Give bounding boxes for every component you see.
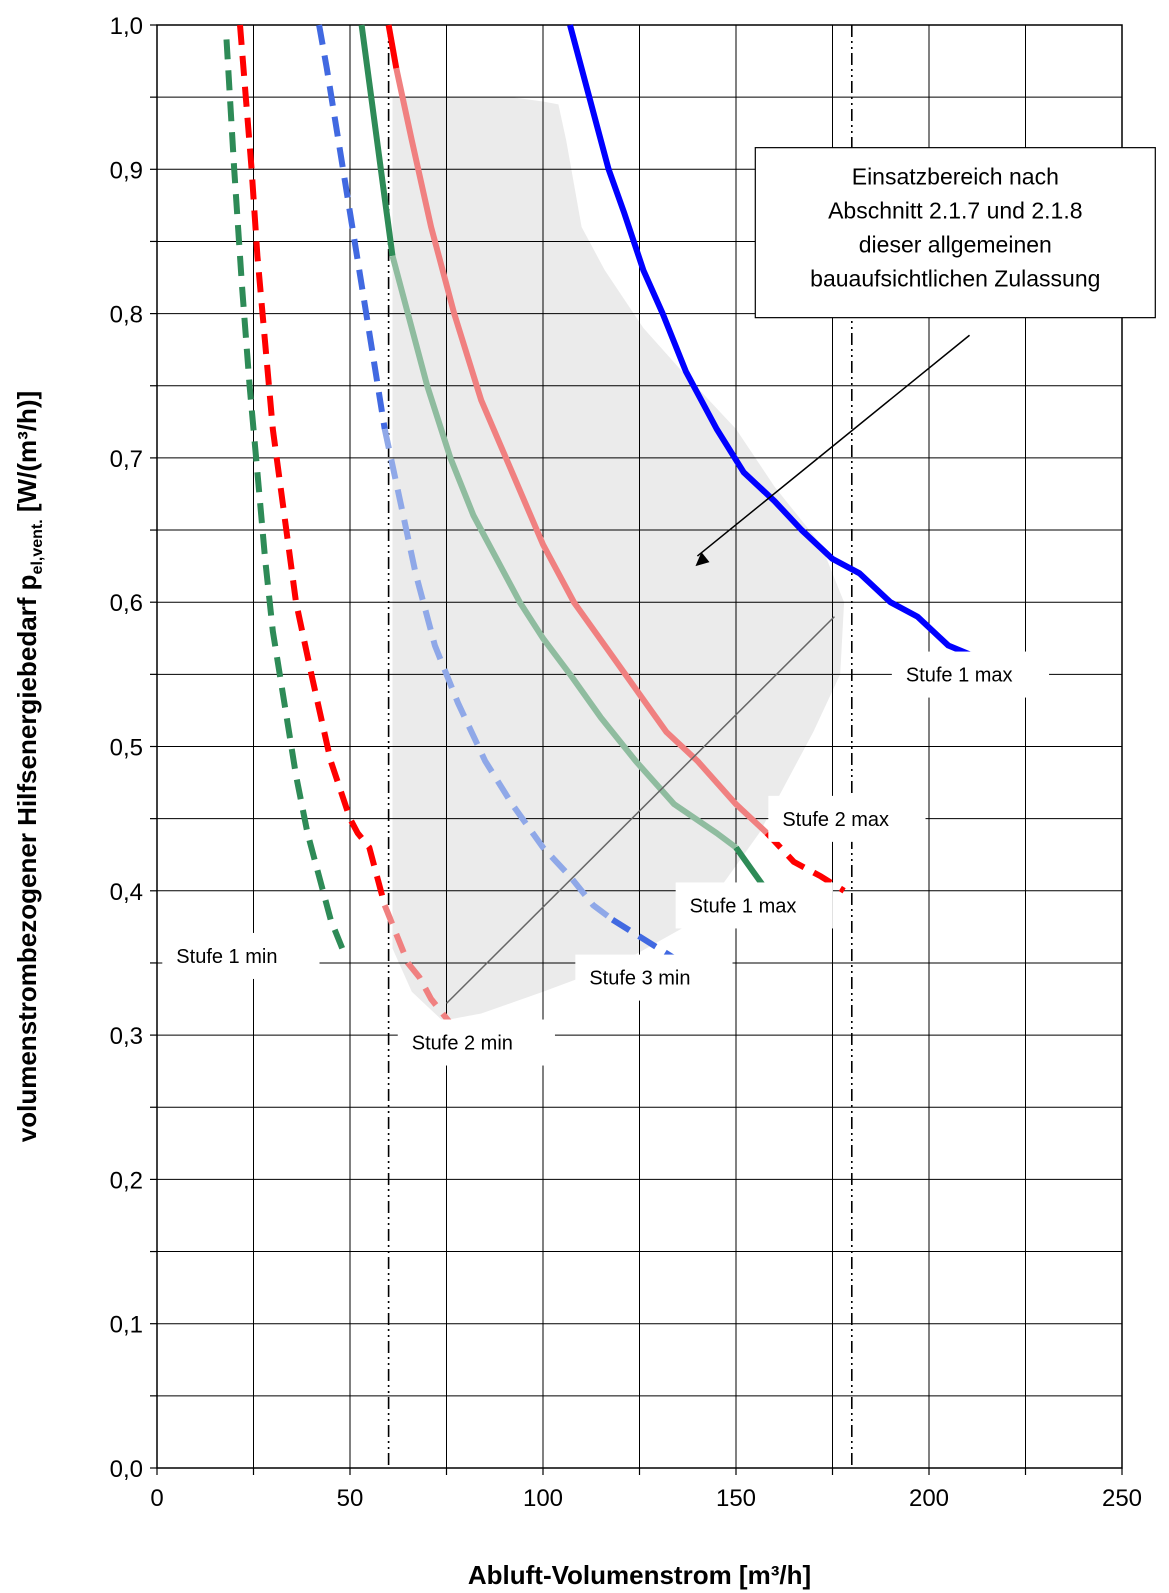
curve-label: Stufe 1 min <box>176 946 277 968</box>
annotation-arrow-head <box>695 552 710 567</box>
y-axis-title-subscript: el,vent. <box>29 519 46 574</box>
curve-labels-layer: Stufe 1 max Stufe 2 max Stufe 1 max Stufe 3… <box>162 651 1050 1066</box>
curve-label: Stufe 3 min <box>589 968 690 990</box>
curve-label-bg <box>575 954 733 1001</box>
curve-label-bg <box>891 651 1050 698</box>
curve-label-bg <box>397 1019 555 1066</box>
x-tick-label: 200 <box>909 1485 949 1512</box>
curve-label: Stufe 1 max <box>906 665 1013 687</box>
grid-layer <box>157 25 1122 1468</box>
x-tick-label: 150 <box>716 1485 756 1512</box>
y-tick-label: 0,8 <box>110 302 143 329</box>
y-tick-label: 0,4 <box>110 879 143 906</box>
plot-frame-layer <box>150 24 1123 1475</box>
y-tick-label: 0,6 <box>110 590 143 617</box>
curve-label: Stufe 2 min <box>412 1033 513 1055</box>
series-line-1 <box>223 39 346 950</box>
y-tick-label: 0,0 <box>110 1456 143 1483</box>
series-line-7 <box>358 24 396 257</box>
x-axis-title: Abluft-Volumenstrom [m³/h] <box>468 1560 811 1590</box>
series-line-2 <box>237 24 388 906</box>
y-axis-title-unit: [W/(m³/h)] <box>12 391 42 520</box>
annotation-line: dieser allgemeinen <box>859 232 1052 258</box>
y-tick-label: 0,5 <box>110 735 143 762</box>
annotation-layer: Einsatzbereich nach Abschnitt 2.1.7 und 2… <box>445 147 1156 1004</box>
y-tick-label: 0,1 <box>110 1312 143 1339</box>
curve-label-bg <box>162 932 320 979</box>
annotation-box <box>754 147 1156 319</box>
annotation-line: Einsatzbereich nach <box>852 164 1059 190</box>
series-line-13 <box>567 24 985 663</box>
y-tick-label: 1,0 <box>110 13 143 40</box>
series-line-10 <box>385 24 400 69</box>
series-layer <box>223 24 985 1045</box>
series-line-12 <box>764 831 846 894</box>
curve-label-bg <box>768 795 926 842</box>
y-axis-title: volumenstrombezogener Hilfsenergiebedarf… <box>12 391 46 1142</box>
y-tick-label: 0,2 <box>110 1167 143 1194</box>
y-tick-label: 0,9 <box>110 157 143 184</box>
tick-labels-layer: 0 50 100 150 200 250 0,0 0,1 0,2 0,3 0,4 0,5 0,6 0,7 0… <box>110 13 1142 1512</box>
annotation-arrow-line <box>696 334 971 557</box>
x-tick-label: 50 <box>337 1485 364 1512</box>
y-tick-label: 0,7 <box>110 446 143 473</box>
y-axis-title-main: volumenstrombezogener Hilfsenergiebedarf… <box>12 574 42 1142</box>
series-line-11 <box>393 67 769 836</box>
x-tick-label: 250 <box>1102 1485 1142 1512</box>
curve-label-bg <box>675 882 833 929</box>
region-connector-line <box>445 616 835 1004</box>
annotation-line: bauaufsichtlichen Zulassung <box>810 266 1100 292</box>
y-tick-label: 0,3 <box>110 1023 143 1050</box>
x-tick-label: 0 <box>150 1485 163 1512</box>
x-tick-label: 100 <box>523 1485 563 1512</box>
curve-label: Stufe 1 max <box>690 895 797 917</box>
curve-label: Stufe 2 max <box>782 809 889 831</box>
annotation-line: Abschnitt 2.1.7 und 2.1.8 <box>828 198 1082 224</box>
series-line-8 <box>389 255 738 850</box>
series-line-5 <box>381 428 615 923</box>
series-line-4 <box>316 24 388 430</box>
